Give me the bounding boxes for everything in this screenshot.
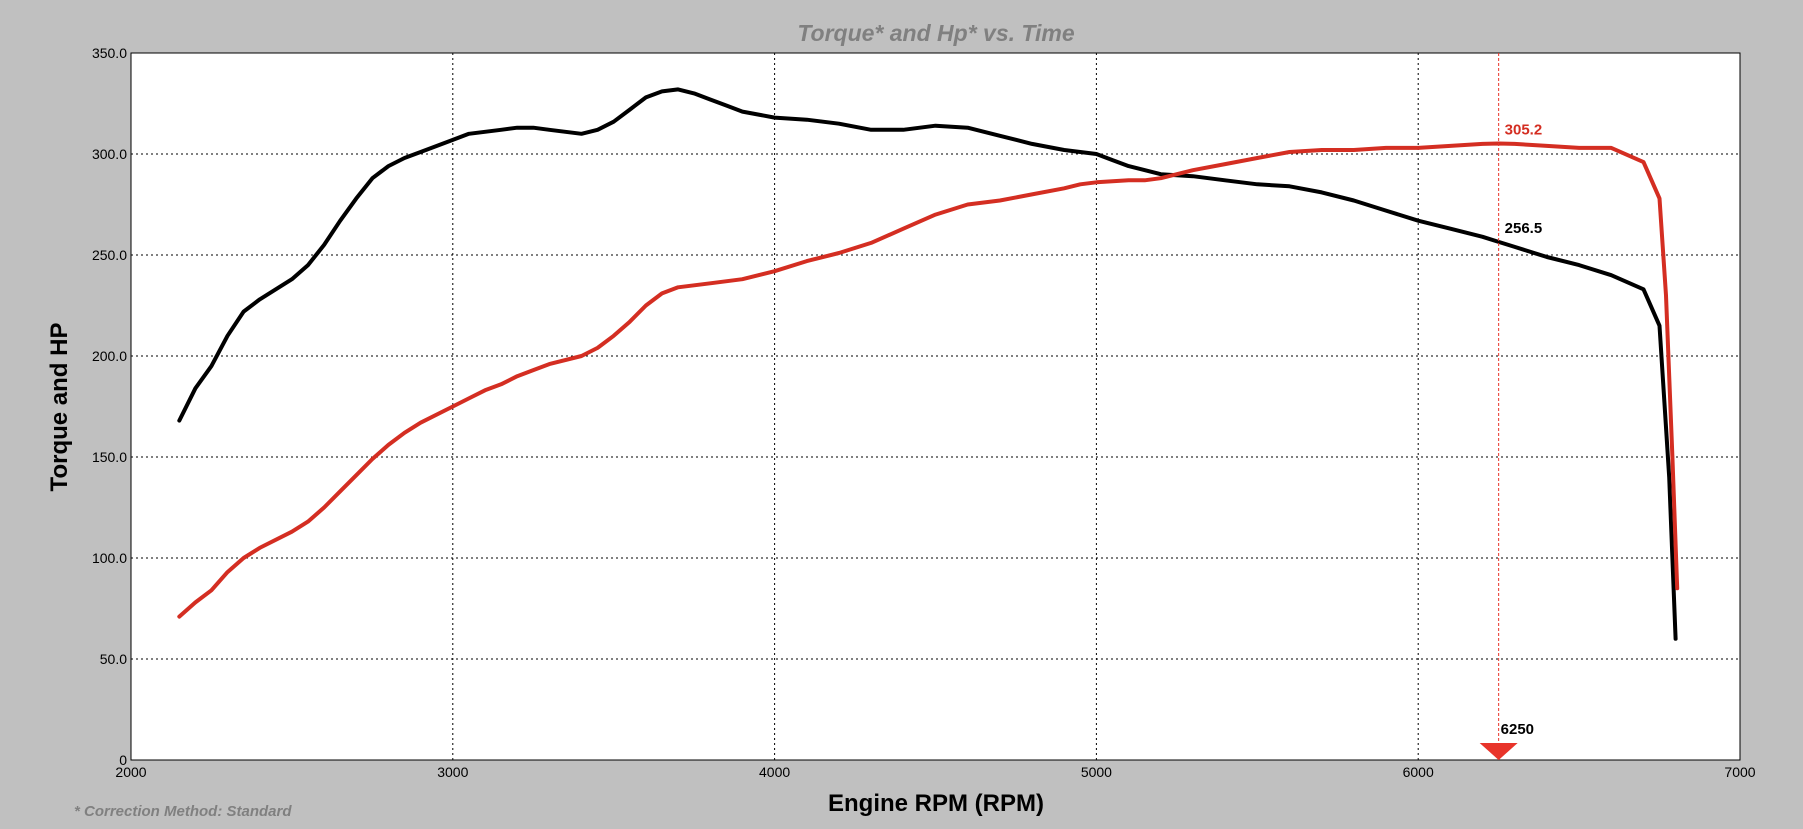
y-tick-label: 0 <box>119 752 127 768</box>
y-tick-label: 150.0 <box>92 449 127 465</box>
red-series-line <box>177 141 1680 619</box>
y-tick-label: 300.0 <box>92 146 127 162</box>
y-tick-label: 350.0 <box>92 45 127 61</box>
x-tick-label: 3000 <box>437 764 468 780</box>
x-tick-label: 6000 <box>1403 764 1434 780</box>
red-series-cursor-value: 305.2 <box>1505 121 1543 138</box>
y-tick-label: 50.0 <box>100 651 127 667</box>
series-layer <box>177 87 1680 641</box>
cursor-rpm-label: 6250 <box>1501 721 1534 738</box>
cursor-marker-icon[interactable] <box>1479 743 1518 760</box>
tick-layer: 2000 3000 4000 5000 6000 7000 0 50.0 100.0 150.0 2… <box>92 45 1756 780</box>
x-axis-label: Engine RPM (RPM) <box>828 790 1044 817</box>
y-tick-label: 200.0 <box>92 348 127 364</box>
correction-footnote: * Correction Method: Standard <box>74 803 292 820</box>
x-tick-label: 4000 <box>759 764 790 780</box>
y-axis-label: Torque and HP <box>46 323 73 492</box>
cursor-layer[interactable]: 6250 256.5 305.2 <box>1479 53 1543 760</box>
y-tick-label: 250.0 <box>92 247 127 263</box>
grid-layer <box>131 53 1740 760</box>
y-tick-label: 100.0 <box>92 550 127 566</box>
x-tick-label: 5000 <box>1081 764 1112 780</box>
black-series-line <box>177 87 1678 641</box>
plot-area <box>130 52 1741 761</box>
x-tick-label: 7000 <box>1724 764 1755 780</box>
x-tick-label: 2000 <box>115 764 146 780</box>
black-series-cursor-value: 256.5 <box>1505 220 1543 237</box>
chart-title: Torque* and Hp* vs. Time <box>797 20 1075 46</box>
